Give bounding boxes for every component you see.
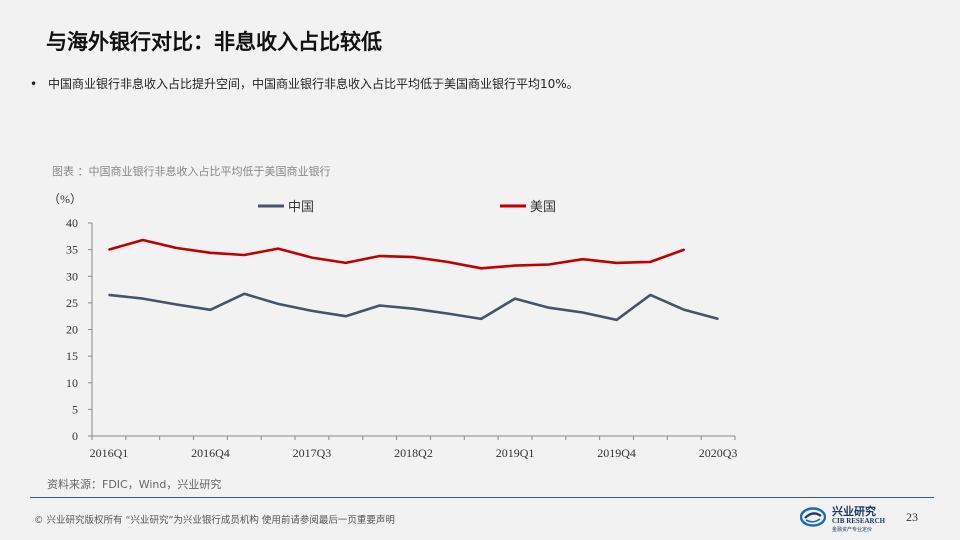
logo-chinese-name: 兴业研究 <box>832 505 876 518</box>
data-point <box>717 318 719 320</box>
data-point <box>311 310 313 312</box>
data-point <box>243 293 246 295</box>
x-tick-label: 2018Q2 <box>394 446 433 460</box>
y-tick-label: 30 <box>66 269 78 283</box>
data-point <box>514 264 516 267</box>
footer-divider <box>30 497 934 498</box>
y-tick-label: 25 <box>66 296 78 310</box>
data-point <box>412 307 415 310</box>
data-point <box>175 303 178 306</box>
data-point <box>345 315 347 317</box>
x-tick-label: 2019Q1 <box>496 446 535 460</box>
data-point <box>412 256 415 258</box>
data-point <box>175 247 178 249</box>
source-note: 资料来源：FDIC，Wind，兴业研究 <box>47 478 222 491</box>
data-point <box>480 267 482 270</box>
footer-copyright: © 兴业研究版权所有 “兴业研究”为兴业银行成员机构 使用前请参阅最后一页重要声… <box>34 515 395 526</box>
data-point <box>141 297 144 300</box>
data-point <box>345 262 347 264</box>
data-point <box>615 319 618 321</box>
x-tick-label: 2019Q4 <box>597 446 636 460</box>
y-tick-label: 0 <box>72 429 78 443</box>
data-point <box>548 306 550 309</box>
y-tick-label: 15 <box>66 349 78 363</box>
data-point <box>209 308 212 311</box>
data-point <box>277 303 279 305</box>
logo-tagline: 金融资产专业定价 <box>832 527 873 533</box>
y-tick-label: 40 <box>66 216 78 230</box>
data-point <box>514 297 516 300</box>
series-line-usa <box>108 238 685 270</box>
data-point <box>581 258 584 261</box>
data-point <box>378 304 381 307</box>
data-point <box>108 248 110 251</box>
x-tick-label: 2017Q3 <box>293 446 332 460</box>
data-point <box>581 311 584 314</box>
data-point <box>649 261 652 263</box>
page-number: 23 <box>906 510 918 524</box>
data-point <box>683 308 686 311</box>
x-tick-label: 2016Q4 <box>191 446 230 460</box>
data-point <box>615 262 618 264</box>
y-tick-label: 20 <box>66 323 78 337</box>
data-point <box>548 263 550 266</box>
bullet-text: 中国商业银行非息收入占比提升空间，中国商业银行非息收入占比平均低于美国商业银行平… <box>48 77 579 91</box>
data-point <box>480 318 482 320</box>
data-point <box>277 247 279 250</box>
x-tick-label: 2020Q3 <box>699 446 738 460</box>
slide-title: 与海外银行对比：非息收入占比较低 <box>46 30 382 54</box>
logo-icon <box>800 507 826 527</box>
legend-label: 美国 <box>530 200 556 215</box>
company-logo: 兴业研究 CIB RESEARCH 金融资产专业定价 <box>800 503 890 535</box>
data-point <box>108 294 110 296</box>
data-point <box>141 239 144 241</box>
bullet-dot-icon: • <box>30 77 38 91</box>
data-point <box>446 261 449 263</box>
chart-caption: 图表 ：中国商业银行非息收入占比平均低于美国商业银行 <box>52 165 331 178</box>
y-tick-label: 10 <box>66 376 78 390</box>
series-line-china <box>108 292 719 322</box>
data-point <box>378 255 381 257</box>
x-tick-label: 2016Q1 <box>90 446 129 460</box>
y-tick-label: 5 <box>72 402 78 416</box>
data-point <box>446 312 449 315</box>
data-point <box>311 256 313 259</box>
data-point <box>209 252 212 254</box>
y-tick-label: 35 <box>66 243 78 257</box>
data-point <box>683 248 686 251</box>
y-axis-unit-label: （%） <box>48 192 82 206</box>
logo-english-name: CIB RESEARCH <box>832 517 886 525</box>
data-point <box>649 294 652 296</box>
data-point <box>243 254 246 256</box>
bullet-point: • 中国商业银行非息收入占比提升空间，中国商业银行非息收入占比平均低于美国商业银行… <box>30 75 579 92</box>
legend-label: 中国 <box>288 200 314 215</box>
